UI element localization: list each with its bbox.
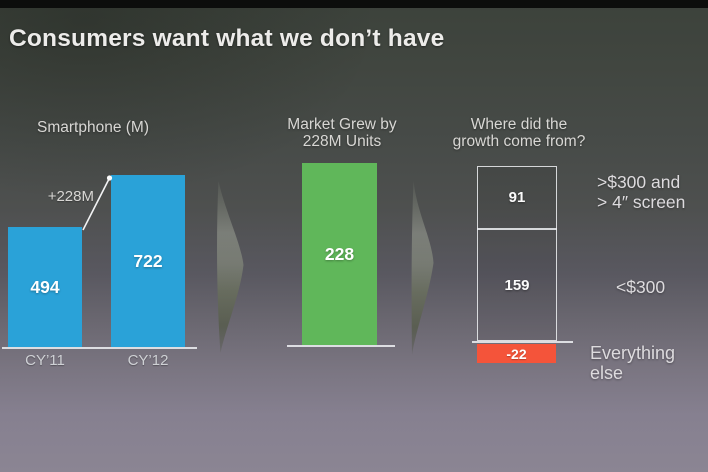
growth-axis-line xyxy=(287,345,395,347)
smartphone-chart-title: Smartphone (M) xyxy=(37,119,149,136)
growth-chart-title: Market Grew by 228M Units xyxy=(267,116,417,150)
category-label-cy12: CY’12 xyxy=(127,352,169,369)
segment-high-end-value: 91 xyxy=(508,188,526,206)
label-low-end: <$300 xyxy=(616,277,666,297)
bar-cy12-value: 722 xyxy=(133,250,163,271)
bar-market-growth: 228 xyxy=(302,163,377,345)
stacked-bar-outline xyxy=(477,166,557,341)
segment-low-end-value: 159 xyxy=(504,276,530,294)
bar-cy11: 494 xyxy=(8,227,82,347)
breakdown-axis-line xyxy=(472,341,573,343)
category-label-cy11: CY’11 xyxy=(25,352,65,369)
growth-annotation-label: +228M xyxy=(47,188,94,205)
breakdown-chart-title-line2: growth come from? xyxy=(452,132,586,150)
stacked-bar-divider xyxy=(477,228,557,230)
smartphone-axis-line xyxy=(2,347,197,349)
segment-everything-else-value: -22 xyxy=(506,345,527,362)
breakdown-chart-title-line1: Where did the xyxy=(470,116,568,133)
label-high-end-line1: >$300 and xyxy=(597,172,681,192)
transition-arrow-icon xyxy=(217,181,244,353)
label-high-end-line2: > 4″ screen xyxy=(597,192,686,212)
slide-title: Consumers want what we don’t have xyxy=(9,25,445,52)
breakdown-chart-title: Where did the growth come from? xyxy=(444,116,594,150)
growth-chart-title-line1: Market Grew by xyxy=(287,116,397,133)
label-everything-else: Everything else xyxy=(590,343,676,383)
transition-arrow-icon xyxy=(411,181,434,355)
segment-everything-else-bar: -22 xyxy=(477,344,556,363)
bar-cy11-value: 494 xyxy=(30,276,60,297)
bar-cy12: 722 xyxy=(111,175,185,347)
growth-chart-title-line2: 228M Units xyxy=(302,132,382,150)
top-bezel-strip xyxy=(0,0,708,8)
label-high-end: >$300 and > 4″ screen xyxy=(597,172,685,212)
bar-market-growth-value: 228 xyxy=(324,243,355,264)
annotation-arrow-icon xyxy=(82,175,113,231)
